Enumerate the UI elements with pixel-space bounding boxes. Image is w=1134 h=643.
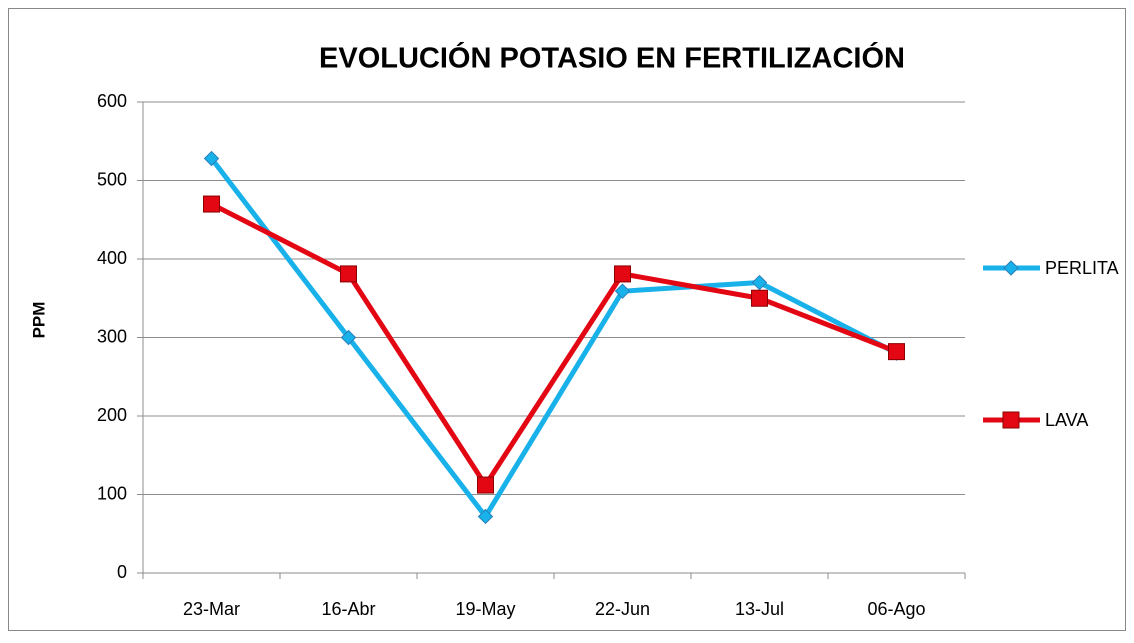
x-tick-label: 16-Abr — [321, 599, 375, 619]
y-tick-label: 300 — [97, 326, 127, 346]
marker — [204, 196, 220, 212]
marker — [889, 344, 905, 360]
marker — [615, 266, 631, 282]
x-tick-label: 22-Jun — [595, 599, 650, 619]
x-tick-label: 19-May — [455, 599, 515, 619]
chart-title: EVOLUCIÓN POTASIO EN FERTILIZACIÓN — [319, 41, 905, 75]
y-tick-label: 200 — [97, 405, 127, 425]
marker — [478, 477, 494, 493]
marker — [1003, 412, 1019, 428]
marker — [341, 266, 357, 282]
page: {"chart_data": {"type": "line", "title":… — [0, 0, 1134, 638]
chart: EVOLUCIÓN POTASIO EN FERTILIZACIÓN PPM 0… — [0, 0, 1134, 638]
x-tick-label: 13-Jul — [735, 599, 784, 619]
y-tick-label: 0 — [117, 562, 127, 582]
legend-label: LAVA — [1045, 410, 1088, 430]
marker — [752, 290, 768, 306]
y-tick-label: 100 — [97, 483, 127, 503]
y-tick-label: 500 — [97, 169, 127, 189]
legend-label: PERLITA — [1045, 258, 1119, 278]
x-tick-label: 06-Ago — [867, 599, 925, 619]
x-tick-label: 23-Mar — [183, 599, 240, 619]
y-axis-label: PPM — [29, 302, 48, 339]
y-tick-label: 400 — [97, 248, 127, 268]
y-tick-label: 600 — [97, 91, 127, 111]
